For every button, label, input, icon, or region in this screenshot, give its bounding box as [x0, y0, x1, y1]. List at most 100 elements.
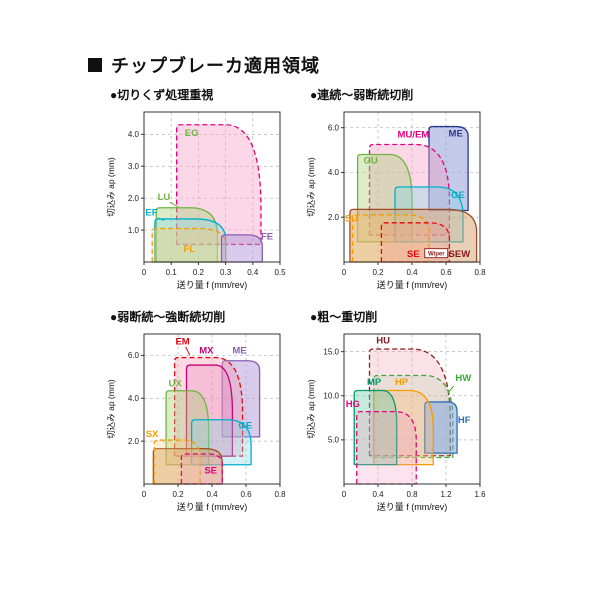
- chart-plot: ME MU/EM GU GE Wiper SEW SU SE 0 0.2 0.4 0.6 0.8 2.0 4…: [306, 111, 486, 290]
- wiper-badge: [424, 248, 449, 259]
- x-tick-label: 0.8: [406, 490, 418, 499]
- x-tick-label: 0.5: [274, 268, 286, 277]
- region-label-fe: FE: [261, 232, 273, 243]
- x-axis-label: 送り量 f (mm/rev): [177, 279, 248, 290]
- region-label-ef: EF: [145, 208, 157, 219]
- y-tick-label: 6.0: [328, 123, 340, 132]
- x-axis-label: 送り量 f (mm/rev): [377, 279, 448, 290]
- region-label-me: ME: [449, 129, 463, 140]
- region-label-hw: HW: [455, 373, 471, 384]
- y-tick-label: 2.0: [128, 194, 140, 203]
- region-label-hu: HU: [376, 336, 390, 347]
- x-tick-label: 0.6: [440, 268, 452, 277]
- region-hg: [356, 410, 417, 485]
- region-eg: [175, 124, 262, 246]
- x-tick-label: 0.1: [166, 268, 178, 277]
- region-label-ge: GE: [238, 420, 252, 431]
- region-su: [351, 214, 430, 263]
- region-me: [221, 360, 261, 438]
- region-mx: [185, 364, 234, 457]
- label-leader-hw: [447, 385, 455, 394]
- region-label-me: ME: [232, 345, 246, 356]
- region-me: [428, 125, 469, 212]
- page-title-text: チップブレーカ適用領域: [111, 56, 320, 76]
- region-fe: [220, 234, 263, 263]
- y-axis-label: 切込み ap (mm): [306, 157, 316, 217]
- x-tick-label: 0.4: [372, 490, 384, 499]
- y-tick-label: 6.0: [128, 351, 140, 360]
- chart-panel-1: ●切りくず処理重視 EG LU EF FL FE 0 0.1 0.2 0.3 0.4 0.5 1.0 2.…: [104, 86, 300, 304]
- y-axis-label: 切込み ap (mm): [106, 379, 116, 439]
- y-axis-label: 切込み ap (mm): [306, 379, 316, 439]
- y-tick-label: 2.0: [328, 213, 340, 222]
- region-label-gu: GU: [364, 155, 378, 166]
- region-label-lu: LU: [158, 192, 171, 203]
- x-tick-label: 0.3: [220, 268, 232, 277]
- x-tick-label: 0.2: [372, 268, 384, 277]
- chart-subtitle: ●粗～重切削: [310, 310, 378, 324]
- chart-subtitle: ●連続～弱断続切削: [310, 88, 414, 102]
- chart-panel-4: ●粗～重切削 HU HW HF HP MP HG 0 0.4 0.8 1.2 1.6 5.0 10.0 15…: [304, 308, 500, 526]
- y-tick-label: 2.0: [128, 437, 140, 446]
- x-tick-label: 0: [342, 268, 347, 277]
- y-tick-label: 3.0: [128, 162, 140, 171]
- title-square-icon: [88, 58, 102, 72]
- x-tick-label: 0.4: [247, 268, 259, 277]
- x-axis-label: 送り量 f (mm/rev): [177, 501, 248, 512]
- chart-panel-2: ●連続～弱断続切削 ME MU/EM GU GE Wiper SEW SU SE 0 0.2 0.4 0…: [304, 86, 500, 304]
- y-tick-label: 5.0: [328, 436, 340, 445]
- region-label-se: SE: [407, 249, 420, 260]
- chart-plot: HU HW HF HP MP HG 0 0.4 0.8 1.2 1.6 5.0 10.0 15.0 送り量 …: [306, 333, 486, 512]
- x-tick-label: 0.8: [474, 268, 486, 277]
- region-fl: [151, 227, 227, 263]
- region-label-hp: HP: [395, 377, 409, 388]
- x-tick-label: 1.6: [474, 490, 486, 499]
- region-lu: [155, 207, 219, 263]
- chart-subtitle: ●切りくず処理重視: [110, 88, 214, 102]
- region-label-mu-em: MU/EM: [398, 130, 430, 141]
- label-leader-em: [185, 346, 191, 356]
- x-tick-label: 0: [142, 268, 147, 277]
- x-tick-label: 0.4: [406, 268, 418, 277]
- region-label-hf: HF: [458, 415, 471, 426]
- y-tick-label: 15.0: [323, 347, 339, 356]
- page-title: チップブレーカ適用領域: [88, 52, 320, 78]
- region-mp: [353, 389, 398, 466]
- region-label-eg: EG: [185, 128, 199, 139]
- region-label-mx: MX: [199, 345, 214, 356]
- plot-border: [143, 111, 281, 263]
- chart-panel-3: ●弱断続～強断続切削 ME EM MX UX GE SX SE 0 0.2 0.4 0.6 0.8 2.0…: [104, 308, 300, 526]
- x-tick-label: 0.2: [172, 490, 184, 499]
- region-label-em: EM: [175, 337, 189, 348]
- region-label-fl: FL: [183, 244, 195, 255]
- region-label-ux: UX: [169, 379, 183, 390]
- region-label-sx: SX: [146, 429, 159, 440]
- x-tick-label: 0: [142, 490, 147, 499]
- label-leader-lu: [169, 201, 179, 208]
- wiper-badge-label: Wiper: [428, 251, 445, 257]
- y-tick-label: 4.0: [128, 394, 140, 403]
- region-label-mp: MP: [367, 377, 382, 388]
- region-se: [180, 453, 223, 485]
- y-tick-label: 4.0: [128, 130, 140, 139]
- region-hp: [373, 389, 434, 466]
- x-tick-label: 1.2: [440, 490, 452, 499]
- y-tick-label: 10.0: [323, 392, 339, 401]
- chart-plot: ME EM MX UX GE SX SE 0 0.2 0.4 0.6 0.8 2.0 4.0 6.0 送り量 …: [106, 333, 286, 512]
- x-tick-label: 0: [342, 490, 347, 499]
- x-tick-label: 0.8: [274, 490, 286, 499]
- y-axis-label: 切込み ap (mm): [106, 157, 116, 217]
- region-label-hg: HG: [346, 399, 360, 410]
- x-tick-label: 0.6: [240, 490, 252, 499]
- y-tick-label: 1.0: [128, 226, 140, 235]
- label-leader-ef: [157, 217, 165, 221]
- region-label-su: SU: [345, 214, 358, 225]
- x-tick-label: 0.2: [193, 268, 205, 277]
- y-tick-label: 4.0: [328, 168, 340, 177]
- chart-subtitle: ●弱断続～強断続切削: [110, 310, 226, 324]
- region-sx: [153, 439, 201, 485]
- x-axis-label: 送り量 f (mm/rev): [377, 501, 448, 512]
- charts-grid: ●切りくず処理重視 EG LU EF FL FE 0 0.1 0.2 0.3 0.4 0.5 1.0 2.…: [104, 86, 500, 526]
